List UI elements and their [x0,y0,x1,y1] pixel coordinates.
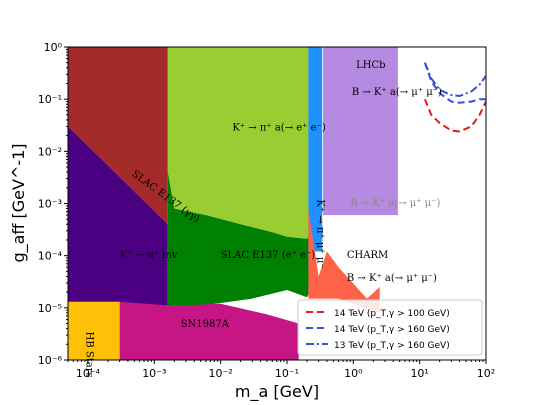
legend-entry-2: 13 TeV (p_T,γ > 160 GeV) [334,341,450,351]
y-axis-ticks: 10⁻⁶ 10⁻⁵ 10⁻⁴ 10⁻³ 10⁻² 10⁻¹ 10⁰ [38,41,68,367]
region-label-11: B → K⁺ a(→ μ⁺ μ⁻) [347,273,437,284]
region-label-6: K⁺ → π⁺ μ⁺ μ⁻ [315,199,326,268]
y-tick-label-6: 10⁰ [44,41,63,54]
region-slac-e137-e-e-3 [167,172,314,306]
region-slac-e137-0 [68,47,168,225]
y-tick-label-0: 10⁻⁶ [38,354,63,367]
x-tick-label-5: 10¹ [410,367,428,380]
region-label-2: K⁺ → π⁺ inv [120,250,178,261]
series-line-1 [423,62,486,104]
y-tick-label-3: 10⁻³ [38,198,62,211]
legend: 14 TeV (p_T,γ > 100 GeV) 14 TeV (p_T,γ > … [297,299,483,356]
x-axis-label: m_a [GeV] [235,382,319,402]
x-tick-label-6: 10² [477,367,495,380]
region-label-7: LHCb [356,60,385,71]
region-k-6 [308,47,323,252]
region-k-a-e-e-2 [167,47,314,239]
x-tick-label-3: 10⁻¹ [275,367,299,380]
y-tick-label-4: 10⁻² [38,145,62,158]
region-label-3: SLAC E137 (e⁺ e⁻) [221,250,316,261]
region-label-10: CHARM [347,250,388,261]
region-label-5: HB Stars [83,332,94,378]
region-label-9: B → K⁺ a(→ μ⁺ μ⁻) [350,198,440,209]
legend-entry-0: 14 TeV (p_T,γ > 100 GeV) [334,309,450,319]
x-tick-label-2: 10⁻² [209,367,233,380]
region-label-8: B → K⁺ a(→ μ⁺ μ⁻) [352,87,442,98]
region-hb-stars-5 [68,301,120,360]
x-tick-label-1: 10⁻³ [142,367,166,380]
x-axis-ticks: 10⁻⁴ 10⁻³ 10⁻² 10⁻¹ 10⁰ 10¹ 10² [67,360,495,380]
x-tick-label-4: 10⁰ [344,367,363,380]
region-b-k-a-7 [323,47,398,216]
region-label-1: K⁺ → π⁺ a(→ e⁺ e⁻) [232,123,326,134]
series-line-2 [423,62,486,98]
y-tick-label-1: 10⁻⁵ [38,302,62,315]
legend-box [297,299,483,356]
region-k-inv-1 [68,126,168,308]
exclusion-regions [68,47,398,360]
legend-entry-1: 14 TeV (p_T,γ > 160 GeV) [334,325,450,335]
x-tick-label-0: 10⁻⁴ [76,367,101,380]
region-sn1987a-4 [119,301,299,360]
y-tick-label-5: 10⁻¹ [38,93,62,106]
projection-curves [423,62,486,133]
region-charm-b-k-a-8 [308,208,380,313]
region-label-4: SN1987A [181,319,230,330]
y-axis-label: g_aff [GeV^-1] [9,143,29,262]
y-tick-label-2: 10⁻⁴ [38,250,63,263]
series-line-0 [423,98,486,133]
